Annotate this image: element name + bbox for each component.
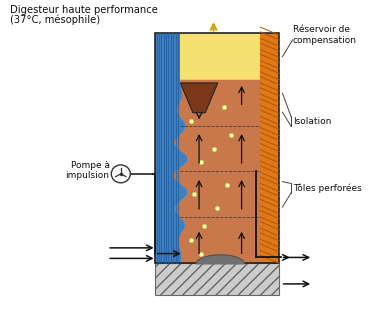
Text: (37°C, mésophile): (37°C, mésophile): [10, 14, 100, 25]
Text: Réservoir de
compensation: Réservoir de compensation: [293, 26, 357, 45]
Polygon shape: [196, 255, 244, 264]
Polygon shape: [173, 80, 260, 263]
Bar: [155, 33, 162, 263]
Text: Isolation: Isolation: [293, 117, 331, 126]
Bar: [260, 33, 279, 263]
Text: Tôles perforées: Tôles perforées: [293, 183, 361, 193]
Bar: [180, 33, 260, 80]
Polygon shape: [155, 80, 188, 263]
Bar: [155, 263, 279, 295]
Text: Pompe à
impulsion: Pompe à impulsion: [66, 161, 110, 180]
Bar: [155, 33, 279, 263]
Bar: [155, 33, 180, 263]
Polygon shape: [155, 33, 188, 263]
Polygon shape: [180, 83, 218, 113]
Text: Digesteur haute performance: Digesteur haute performance: [10, 5, 158, 15]
Circle shape: [111, 165, 130, 183]
